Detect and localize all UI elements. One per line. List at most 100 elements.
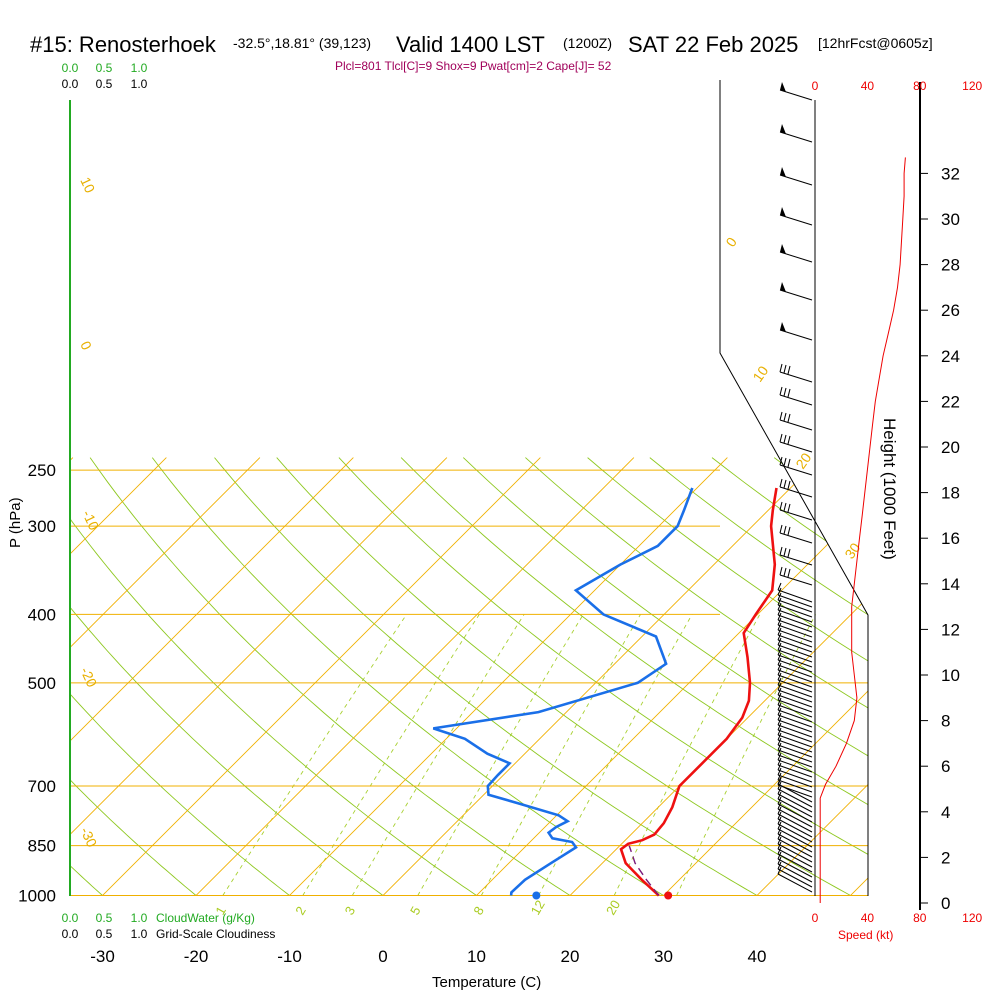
speed-tick-top: 0 [812,79,819,93]
wind-barb-staff [777,788,813,808]
wind-barb-feather [783,567,787,577]
wind-barb-feather [777,707,782,716]
wind-barb-staff [777,754,813,768]
dry-adiabat-line [276,457,868,896]
wind-barb [779,82,813,101]
wind-barb [777,647,813,668]
height-tick-label: 14 [941,575,960,594]
wind-barb [777,582,813,603]
dry-adiabat-line [462,457,868,896]
wind-barb-pennant [780,322,786,332]
wind-barb [777,702,813,723]
pressure-tick-label: 1000 [18,887,56,906]
wind-barb-feather [787,526,791,536]
wind-barb-feather [777,796,782,805]
wind-barb-staff [777,699,813,713]
wind-barb-feather [777,712,782,721]
temperature-tick-label: 10 [467,947,486,966]
wind-barb-staff [777,769,813,783]
wind-barb [777,717,813,738]
cloud-tick-bottom-green: 0.0 [62,911,79,925]
wind-barb-staff [777,873,813,893]
wind-barb-feather [787,548,791,558]
wind-barb-feather [783,434,787,444]
wind-barb-feather [777,722,782,731]
wind-barb-feather [779,478,783,488]
wind-barb-feather [777,737,782,746]
wind-barb-staff [779,554,813,566]
wind-barb-staff [779,371,813,383]
speed-label: Speed (kt) [838,928,893,942]
wind-barb-feather [777,757,782,766]
wind-barb-feather [777,816,782,825]
wind-barb-feather [783,502,787,512]
wind-barb [777,612,813,633]
wind-barb [779,322,813,341]
wind-barb [779,207,813,226]
wind-barb [777,682,813,703]
wind-barb-staff [779,441,813,453]
wind-barb [777,841,813,868]
wind-barb-staff [777,724,813,738]
wind-barb-feather [777,762,782,771]
wind-barb [777,587,813,608]
wind-barb-staff [777,843,813,863]
wind-barb-feather [777,826,782,835]
wind-barb-staff [777,634,813,648]
wind-barb-feather [787,480,791,490]
dry-adiabat-line [587,457,868,896]
wind-barb-staff [777,719,813,733]
forecast-run: [12hrFcst@0605z] [818,35,933,51]
isotherm-label: 10 [77,175,98,196]
height-tick-label: 2 [941,848,950,867]
wind-barb-feather [787,413,791,423]
cloud-tick-top-green: 0.0 [62,61,79,75]
wind-barb [779,524,813,544]
wind-barb-staff [779,532,813,544]
wind-barb-feather [777,677,782,686]
wind-barb-feather [777,627,782,636]
wind-barb-pennant [780,282,786,292]
isotherm-line [929,458,1000,911]
wind-barb [779,411,813,431]
temperature-tick-label: 20 [561,947,580,966]
wind-barb-staff [777,614,813,628]
wind-barb-feather [783,525,787,535]
wind-barb-staff [777,823,813,843]
wind-barb-staff [777,604,813,618]
wind-barb [777,772,813,793]
temperature-tick-label: -10 [277,947,302,966]
wind-barb-staff [777,863,813,883]
wind-barb [777,662,813,683]
wind-barb-staff [777,644,813,658]
wind-barb [777,622,813,643]
wind-barb-feather [777,652,782,661]
wind-barb [777,707,813,728]
wind-barb-staff [777,649,813,663]
wind-barb-staff [777,739,813,753]
wind-barb-feather [777,851,782,860]
wind-barb [779,124,813,143]
wind-barb-staff [777,828,813,848]
isotherm-line [554,457,868,896]
height-tick-label: 8 [941,712,950,731]
wind-barb-feather [787,458,791,468]
wind-barb-feather [777,657,782,666]
speed-tick-top: 80 [913,79,927,93]
wind-barb-feather [777,717,782,726]
dry-adiabat-line [649,457,868,896]
wind-barb-feather [787,388,791,398]
temperature-ticks: -30 -20 -10 0 10 20 30 40 [90,947,766,966]
wind-barb-staff [779,574,813,586]
wind-barb [777,811,813,838]
wind-barb-staff [777,684,813,698]
wind-barb-feather [779,433,783,443]
wind-barb [777,747,813,768]
wind-barb [777,742,813,763]
height-tick-label: 26 [941,301,960,320]
forecast-date: SAT 22 Feb 2025 [628,32,798,57]
wind-barb-feather [787,568,791,578]
height-tick-label: 24 [941,347,960,366]
wind-barb [777,732,813,753]
